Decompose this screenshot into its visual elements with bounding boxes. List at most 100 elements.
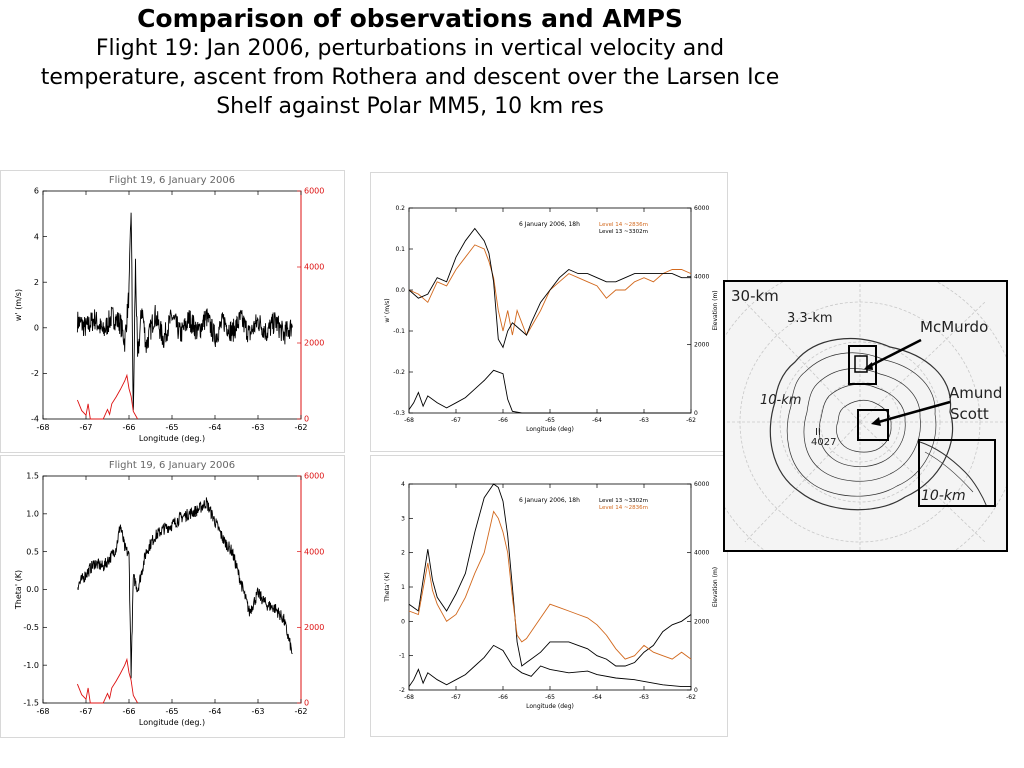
label-10km-a: 10-km <box>760 393 801 408</box>
y-tick-label: 2 <box>401 550 405 557</box>
y2-tick-label: 6000 <box>304 472 324 481</box>
chart-title: 6 January 2006, 18h <box>519 221 580 228</box>
map-svg: 30-km 3.3-km 10-km McMurdo Amund Scott 1… <box>725 282 1006 550</box>
y2-tick-label: 2000 <box>694 342 709 349</box>
series-line-elevation <box>408 644 691 688</box>
x-tick-label: -63 <box>639 694 649 701</box>
page-title: Comparison of observations and AMPS <box>137 4 683 33</box>
label-10km-b: 10-km <box>921 488 966 504</box>
antarctica-domain-map: 30-km 3.3-km 10-km McMurdo Amund Scott 1… <box>723 280 1008 552</box>
x-tick-label: -68 <box>36 707 49 716</box>
y-tick-label: -0.5 <box>23 623 39 632</box>
y2-tick-label: 4000 <box>304 263 324 272</box>
y-tick-label: 0 <box>34 323 39 332</box>
plot-frame <box>408 483 692 691</box>
arrow-scott-head <box>871 417 881 426</box>
x-tick-label: -65 <box>165 707 178 716</box>
x-tick-label: -64 <box>592 694 602 701</box>
x-tick-label: -67 <box>79 423 92 432</box>
y-tick-label: 0 <box>401 618 405 625</box>
arrow-mcmurdo-head <box>864 362 873 370</box>
y-tick-label: -0.1 <box>393 328 405 335</box>
y-tick-label: -4 <box>31 415 39 424</box>
x-axis-label: Longitude (deg.) <box>139 434 205 443</box>
x-tick-label: -68 <box>404 417 414 424</box>
series-line-level13 <box>408 227 691 349</box>
arrow-mcmurdo <box>865 338 922 370</box>
label-amund: Amund <box>949 384 1002 402</box>
series-line-elevation <box>76 657 138 704</box>
y-tick-label: 4 <box>401 481 405 488</box>
y2-tick-label: 4000 <box>694 550 709 557</box>
x-tick-label: -65 <box>165 423 178 432</box>
legend-entry: Level 14 ~2836m <box>599 505 648 511</box>
title-block: Comparison of observations and AMPS Flig… <box>0 4 820 121</box>
y2-tick-label: 0 <box>304 699 309 708</box>
obs-theta-panel: Flight 19, 6 January 2006 -68 -67 -66 -65 -64… <box>0 455 345 738</box>
plot-frame <box>42 190 302 420</box>
x-tick-label: -67 <box>79 707 92 716</box>
legend-entry: Level 13 ~3302m <box>599 229 648 235</box>
y2-tick-label: 2000 <box>304 339 324 348</box>
series-line-elevation <box>76 373 138 420</box>
x-tick-label: -63 <box>639 417 649 424</box>
series-group <box>408 483 692 688</box>
y-tick-label: 0.0 <box>395 287 405 294</box>
label-33km: 3.3-km <box>787 311 833 326</box>
y-tick-label: -1.5 <box>23 699 39 708</box>
y2-axis-label: Elevation (m) <box>712 567 719 607</box>
x-tick-label: -62 <box>686 694 696 701</box>
series-group <box>76 497 293 704</box>
label-scott: Scott <box>950 405 989 423</box>
y-tick-label: 0.5 <box>26 547 39 556</box>
x-axis-label: Longitude (deg.) <box>139 718 205 727</box>
x-tick-label: -62 <box>686 417 696 424</box>
y2-axis-label: Elevation (m) <box>712 290 719 330</box>
y-tick-label: -1 <box>399 653 405 660</box>
label-num-bot: 4027 <box>811 437 836 448</box>
x-axis-label: Longitude (deg) <box>526 426 574 433</box>
y-tick-label: -0.2 <box>393 369 405 376</box>
series-line-level14 <box>408 510 692 660</box>
y-tick-label: 1.5 <box>26 472 39 481</box>
x-tick-label: -65 <box>545 694 555 701</box>
box-peninsula-domain <box>918 439 996 507</box>
obs-w-panel: Flight 19, 6 January 2006 -68 -67 -66 -65 -64… <box>0 170 345 453</box>
y-tick-label: 1 <box>401 584 405 591</box>
box-mcmurdo-inner <box>854 355 868 373</box>
chart-title: Flight 19, 6 January 2006 <box>109 460 235 471</box>
y2-tick-label: 6000 <box>694 205 709 212</box>
x-tick-label: -64 <box>208 423 221 432</box>
y2-tick-label: 4000 <box>304 547 324 556</box>
y-tick-label: 1.0 <box>26 510 39 519</box>
x-tick-label: -66 <box>498 694 508 701</box>
legend-entry: Level 13 ~3302m <box>599 498 648 504</box>
x-tick-label: -63 <box>251 423 264 432</box>
model-theta-chart: 6 January 2006, 18h -68 -67 -66 -65 -64 -63 -62… <box>384 481 719 710</box>
x-tick-label: -68 <box>404 694 414 701</box>
y-axis-label: w' (m/s) <box>384 298 391 322</box>
y2-tick-label: 0 <box>694 687 698 694</box>
obs-w-chart: Flight 19, 6 January 2006 -68 -67 -66 -65 -64… <box>14 175 324 443</box>
y-tick-label: -0.3 <box>393 410 405 417</box>
y-tick-label: -2 <box>31 369 39 378</box>
series-group <box>76 212 293 420</box>
obs-theta-chart: Flight 19, 6 January 2006 -68 -67 -66 -65 -64… <box>14 460 324 727</box>
y-tick-label: -2 <box>399 687 405 694</box>
x-tick-label: -64 <box>208 707 221 716</box>
map-graticule <box>725 282 1006 550</box>
y-tick-label: 2 <box>34 278 39 287</box>
y-tick-label: -1.0 <box>23 661 39 670</box>
x-tick-label: -66 <box>122 423 135 432</box>
box-mcmurdo-domain <box>848 345 877 385</box>
label-mcmurdo: McMurdo <box>920 318 988 336</box>
y2-tick-label: 2000 <box>694 618 709 625</box>
chart-title: 6 January 2006, 18h <box>519 497 580 504</box>
model-w-chart: 6 January 2006, 18h -68 -67 -66 -65 -64 -63 -62… <box>384 205 719 433</box>
y2-tick-label: 6000 <box>694 481 709 488</box>
x-tick-label: -64 <box>592 417 602 424</box>
page-subtitle: Flight 19: Jan 2006, perturbations in ve… <box>40 36 780 119</box>
chart-title: Flight 19, 6 January 2006 <box>109 175 235 186</box>
y-axis-label: Theta' (K) <box>384 572 391 602</box>
x-tick-label: -63 <box>251 707 264 716</box>
